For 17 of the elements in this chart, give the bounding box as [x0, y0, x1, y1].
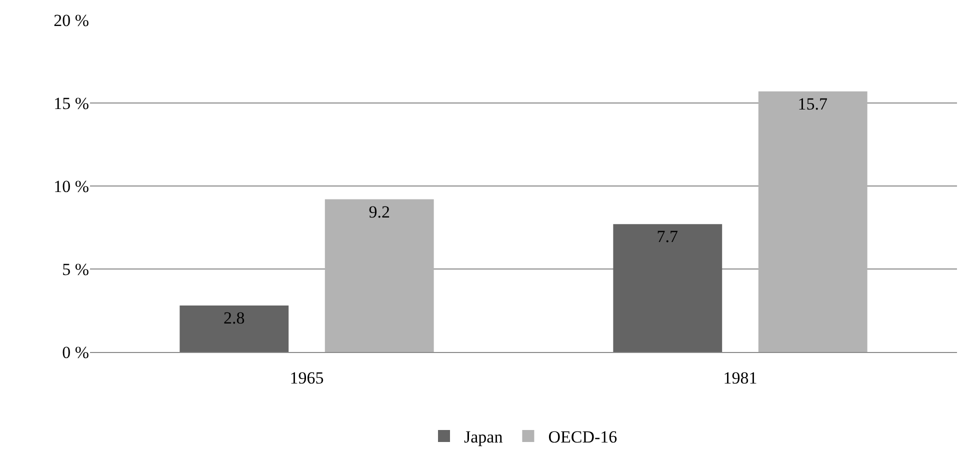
legend-label: Japan [464, 428, 504, 447]
bar [613, 224, 722, 352]
data-label: 7.7 [656, 227, 679, 246]
y-tick-label: 20 % [54, 10, 89, 30]
y-tick-label: 5 % [62, 260, 89, 279]
bar [324, 199, 434, 352]
y-tick-label: 10 % [54, 176, 89, 196]
bar [758, 91, 868, 352]
legend-label: OECD-16 [548, 428, 618, 447]
bar [180, 306, 289, 352]
data-label: 9.2 [368, 202, 390, 222]
y-tick-label: 15 % [54, 94, 89, 113]
x-tick-label: 1965 [290, 368, 324, 388]
y-tick-label: 0 % [62, 342, 89, 362]
data-label: 2.8 [224, 308, 245, 328]
x-tick-label: 1981 [723, 368, 758, 388]
data-label: 15.7 [798, 94, 828, 114]
